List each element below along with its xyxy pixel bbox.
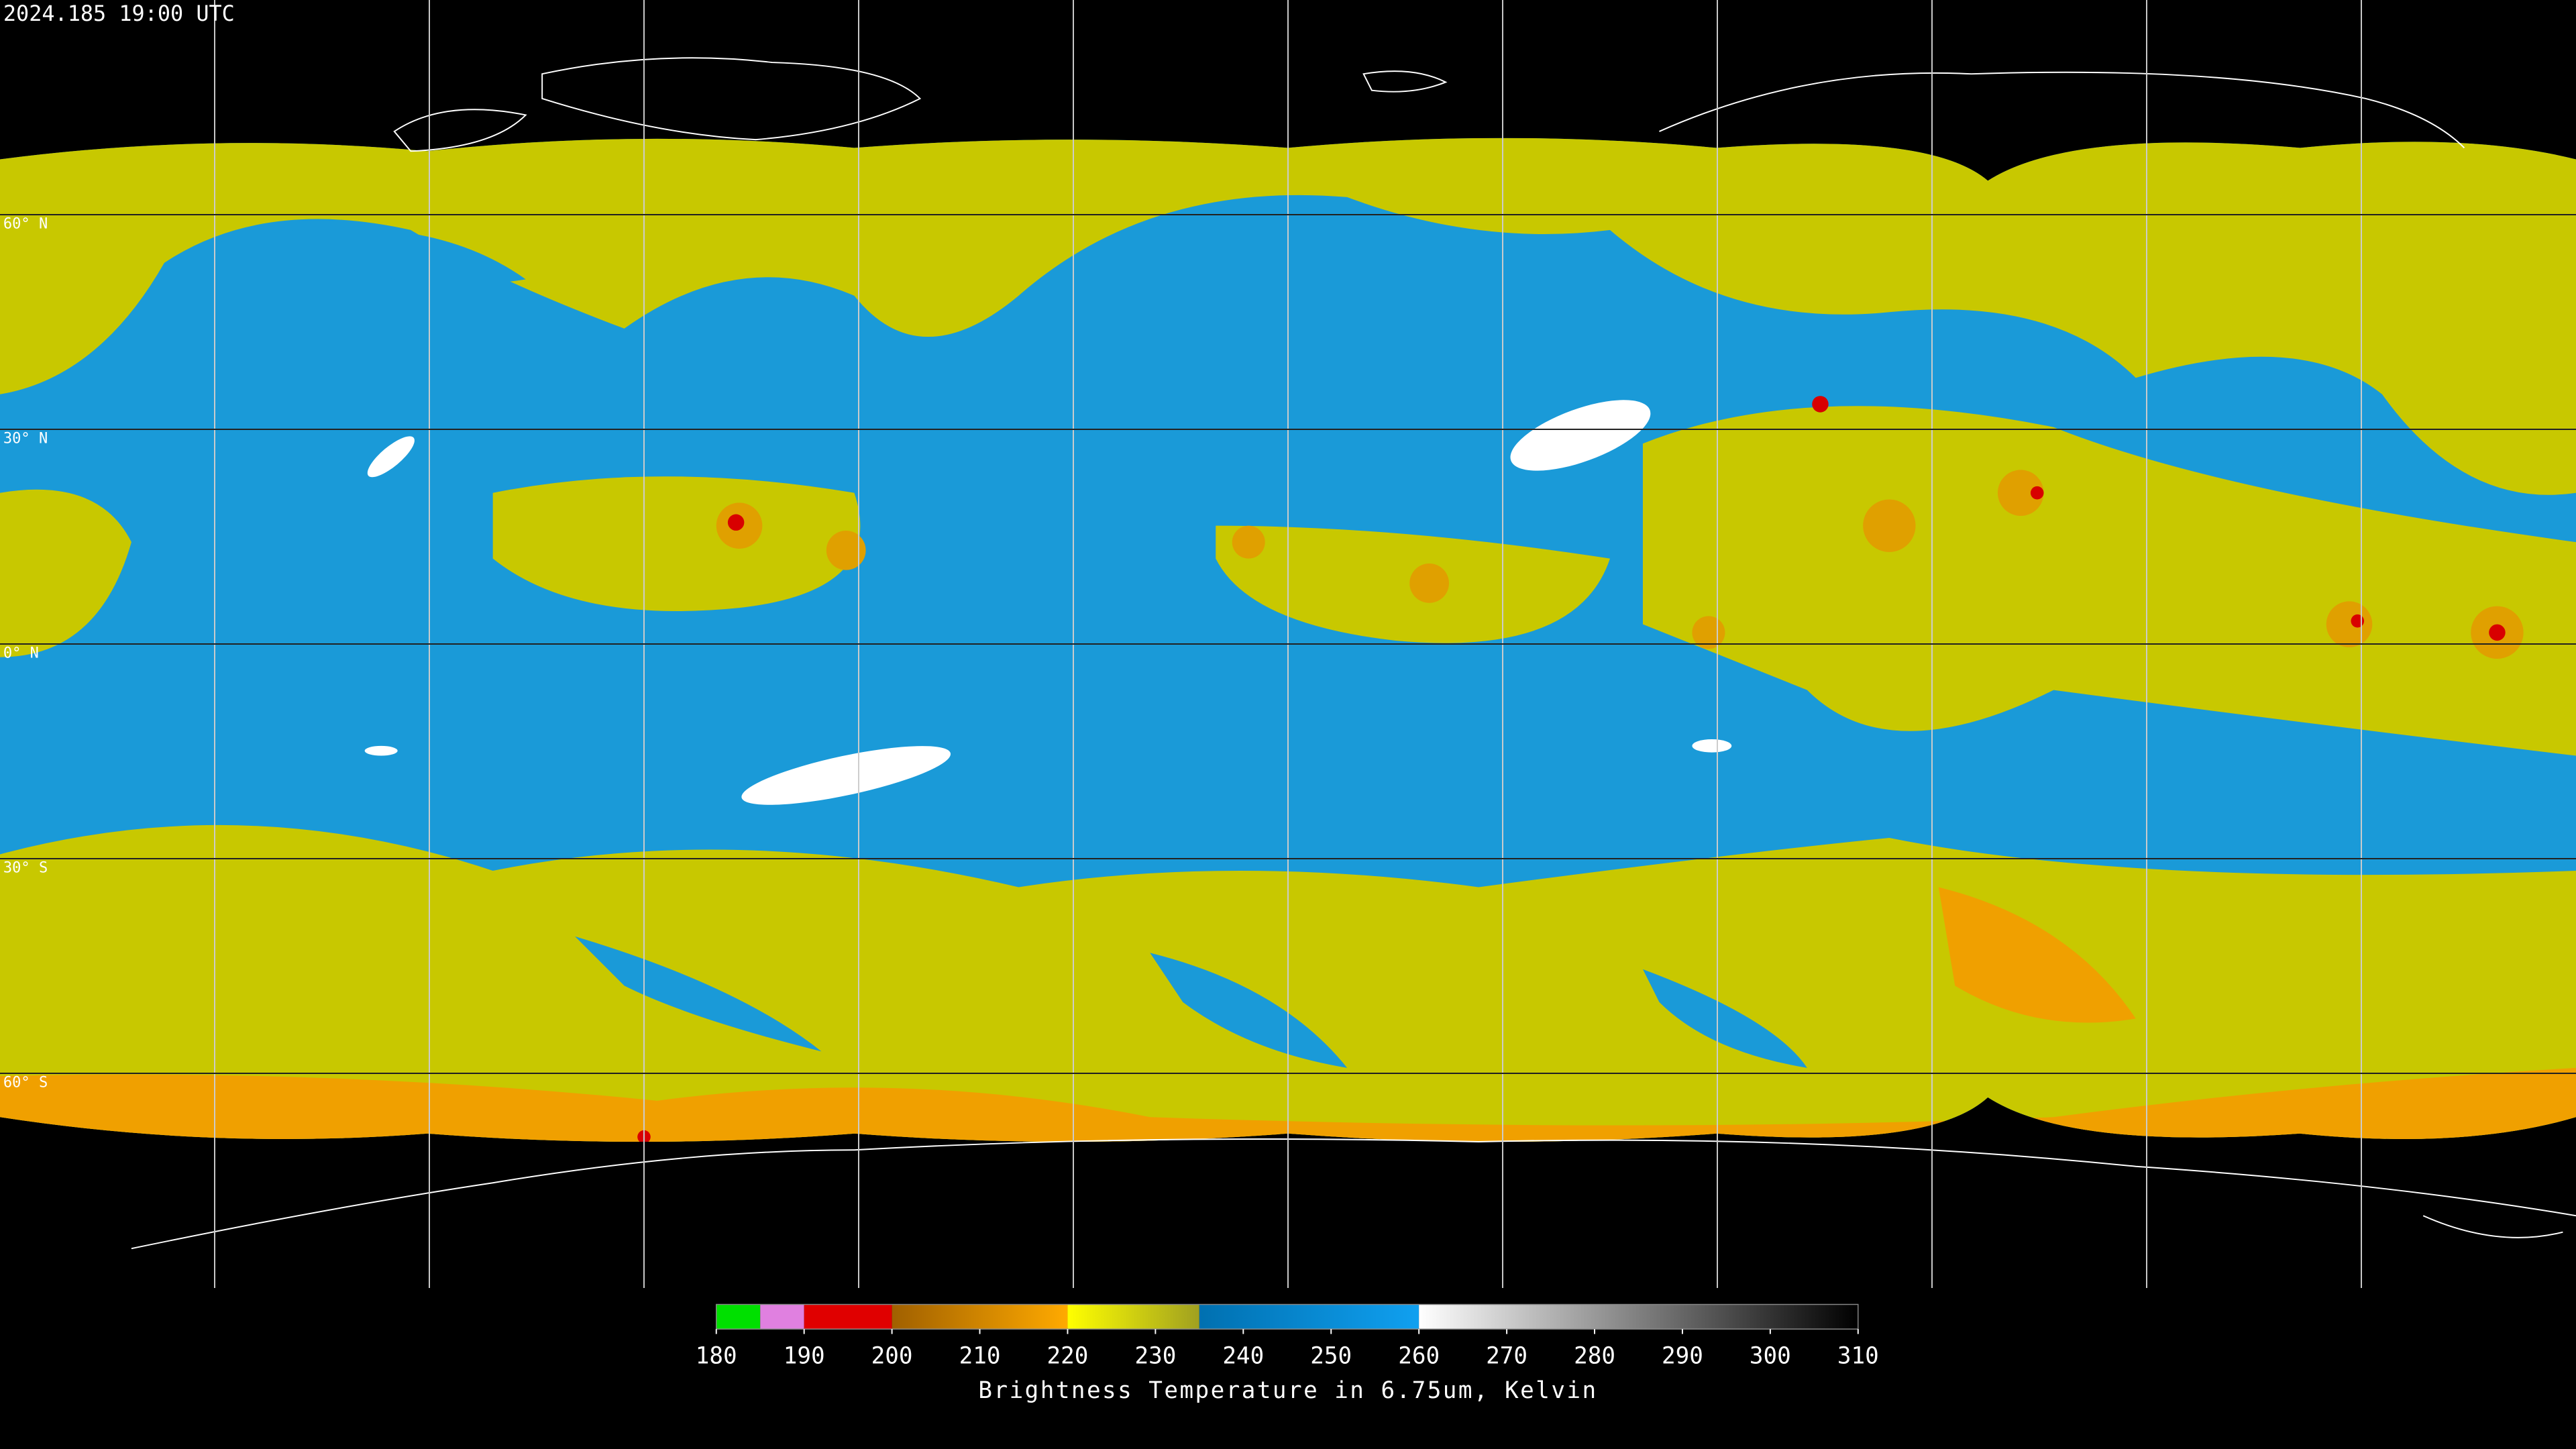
colorbar-tick-label: 210 [959,1342,1001,1369]
colorbar-tick-label: 250 [1310,1342,1352,1369]
colorbar-label: Brightness Temperature in 6.75um, Kelvin [978,1377,1597,1404]
colorbar-segment [804,1304,892,1330]
colorbar-tick-label: 260 [1398,1342,1440,1369]
colorbar-tick-label: 300 [1750,1342,1791,1369]
colorbar-tick-label: 290 [1662,1342,1703,1369]
colorbar-tick-label: 310 [1837,1342,1879,1369]
latitude-label: 60° N [3,216,48,233]
latitude-label: 60° S [3,1075,48,1091]
colorbar-segment [1199,1304,1419,1330]
colorbar-frame [716,1303,1859,1330]
colorbar-tick-label: 190 [784,1342,825,1369]
latitude-label: 30° S [3,860,48,877]
colorbar-segment [1419,1304,1858,1330]
colorbar-tick-label: 200 [871,1342,913,1369]
colorbar-tick-label: 280 [1574,1342,1615,1369]
colorbar-tick-label: 180 [696,1342,737,1369]
colorbar-segment [716,1304,761,1330]
latitude-label: 0° N [3,645,39,662]
colorbar-segment [760,1304,804,1330]
colorbar-segment [892,1304,1068,1330]
colorbar-tick-label: 270 [1486,1342,1527,1369]
colorbar-tick-label: 220 [1047,1342,1089,1369]
colorbar-tick-label: 240 [1222,1342,1264,1369]
graticule: 60° N 30° N 0° N 30° S 60° S [0,0,2576,1288]
colorbar-tick-label: 230 [1134,1342,1176,1369]
colorbar-segment [1067,1304,1199,1330]
coastlines [131,57,2576,1250]
colorbar: 180 190 200 210 220 230 240 250 260 270 280 290 300 3… [696,1303,1879,1369]
latitude-label: 30° N [3,431,48,447]
timestamp: 2024.185 19:00 UTC [3,1,235,26]
